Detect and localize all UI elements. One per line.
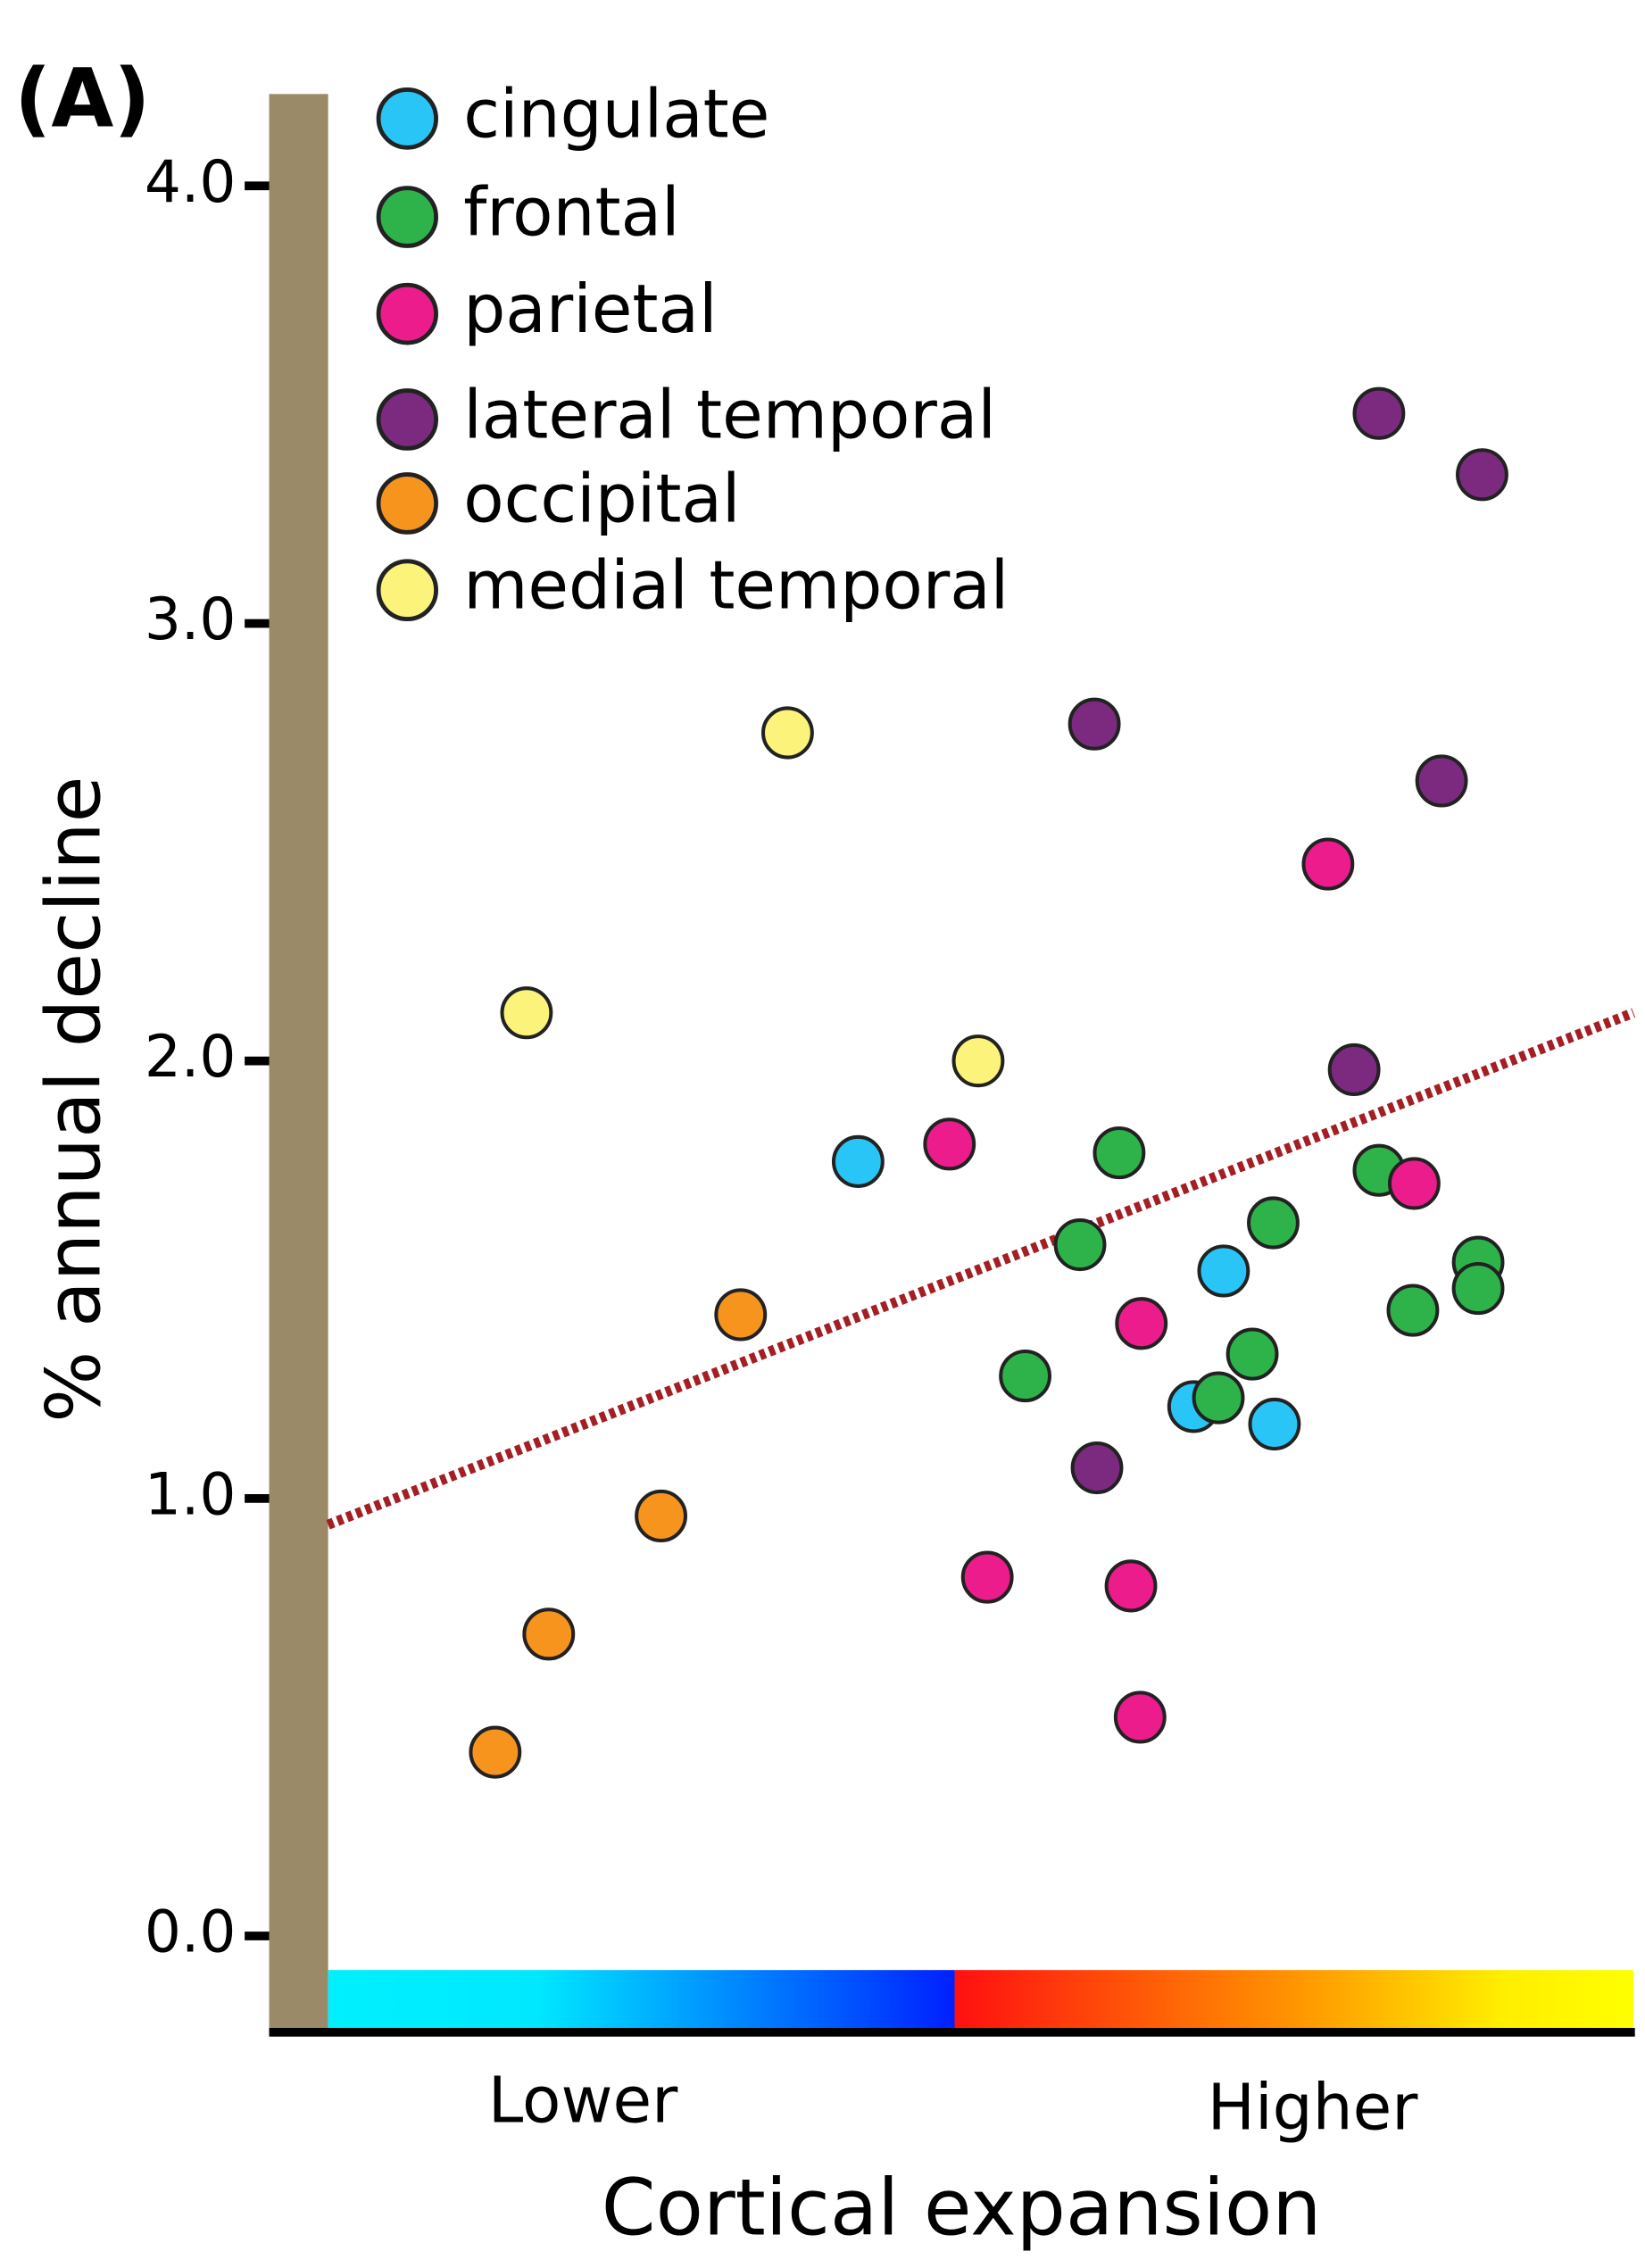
legend-marker (378, 285, 436, 343)
x-axis-label: Cortical expansion (602, 2162, 1322, 2253)
data-point (1303, 840, 1352, 889)
data-point (1094, 1128, 1143, 1177)
data-point (1001, 1351, 1050, 1400)
data-point (1249, 1198, 1298, 1247)
data-point (1330, 1045, 1379, 1094)
data-point (1199, 1246, 1248, 1295)
trend-line (328, 1013, 1633, 1525)
x-end-label: Higher (1208, 2070, 1419, 2144)
legend-label: cingulate (463, 75, 769, 153)
data-point (1117, 1299, 1166, 1348)
legend-marker (378, 561, 436, 619)
y-tick-label: 3.0 (145, 586, 237, 653)
data-point (1458, 450, 1507, 499)
y-tick-label: 1.0 (145, 1461, 237, 1528)
y-axis-bar (270, 94, 328, 2032)
data-point (1228, 1330, 1277, 1379)
data-point (834, 1137, 883, 1186)
legend-marker (378, 391, 436, 449)
data-point (470, 1728, 519, 1777)
legend-marker (378, 89, 436, 147)
colorbar (328, 1970, 1633, 2028)
legend-label: frontal (463, 173, 679, 251)
data-point (716, 1290, 765, 1339)
legend-label: lateral temporal (463, 376, 996, 453)
data-point (503, 988, 552, 1037)
data-point (1116, 1692, 1165, 1741)
data-point (524, 1609, 573, 1658)
data-point (1389, 1285, 1438, 1334)
data-point (1070, 700, 1119, 749)
legend-label: parietal (463, 270, 717, 348)
data-point (954, 1036, 1003, 1085)
legend-marker (378, 188, 436, 246)
data-point (1390, 1159, 1439, 1208)
y-tick-label: 4.0 (145, 149, 237, 216)
legend-marker (378, 475, 436, 533)
data-point (1194, 1374, 1243, 1423)
chart: (A) % annual decline Cortical expansion … (0, 0, 1645, 2268)
y-tick-label: 0.0 (145, 1898, 237, 1965)
legend-label: occipital (463, 460, 740, 537)
data-point (1107, 1561, 1156, 1610)
legend-label: medial temporal (463, 547, 1009, 625)
data-point (1454, 1264, 1503, 1313)
data-point (963, 1553, 1012, 1602)
data-point (925, 1119, 974, 1168)
data-point (1250, 1400, 1300, 1449)
data-point (1056, 1220, 1105, 1269)
x-end-label: Lower (488, 2063, 678, 2137)
data-point (763, 708, 812, 757)
data-point (1073, 1443, 1122, 1492)
y-axis-label: % annual decline (30, 776, 118, 1422)
data-point (1355, 389, 1404, 438)
y-tick-label: 2.0 (145, 1024, 237, 1091)
data-point (636, 1491, 685, 1541)
data-point (1417, 756, 1466, 805)
panel-label: (A) (14, 52, 150, 145)
